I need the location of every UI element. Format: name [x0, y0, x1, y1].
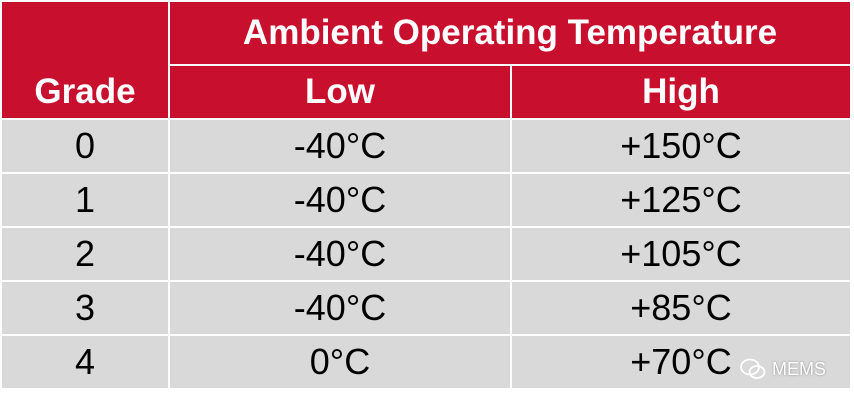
- high-cell: +125°C: [509, 172, 853, 228]
- low-cell: 0°C: [168, 334, 512, 390]
- high-cell: +105°C: [509, 226, 853, 282]
- low-cell: -40°C: [168, 118, 512, 174]
- low-cell: -40°C: [168, 226, 512, 282]
- high-cell: +150°C: [509, 118, 853, 174]
- grade-header: Grade: [0, 0, 170, 120]
- table-row: 3 -40°C +85°C: [0, 280, 853, 336]
- grade-cell: 0: [0, 118, 170, 174]
- grade-cell: 2: [0, 226, 170, 282]
- watermark-text: MEMS: [772, 358, 826, 379]
- grade-cell: 3: [0, 280, 170, 336]
- grade-cell: 4: [0, 334, 170, 390]
- watermark-icon: [740, 358, 766, 379]
- low-cell: -40°C: [168, 172, 512, 228]
- table-row: 0 -40°C +150°C: [0, 118, 853, 174]
- high-cell: +85°C: [509, 280, 853, 336]
- table-row: 1 -40°C +125°C: [0, 172, 853, 228]
- table-body: 0 -40°C +150°C 1 -40°C +125°C 2 -40°C +105°C 3 -40…: [0, 118, 853, 390]
- watermark: MEMS: [740, 358, 826, 380]
- header-row: Low High: [1, 64, 853, 120]
- temperature-table: Grade Ambient Operating Temperature Low …: [0, 0, 853, 390]
- table-row: 4 0°C +70°C: [0, 334, 853, 390]
- table-header: Grade Ambient Operating Temperature Low …: [0, 0, 853, 120]
- table-row: 2 -40°C +105°C: [0, 226, 853, 282]
- grade-cell: 1: [0, 172, 170, 228]
- low-cell: -40°C: [168, 280, 512, 336]
- high-header: High: [509, 64, 853, 120]
- group-header: Ambient Operating Temperature: [167, 0, 853, 66]
- header-row: Grade Ambient Operating Temperature: [0, 0, 853, 120]
- low-header: Low: [168, 64, 512, 120]
- high-cell: +70°C: [509, 334, 853, 390]
